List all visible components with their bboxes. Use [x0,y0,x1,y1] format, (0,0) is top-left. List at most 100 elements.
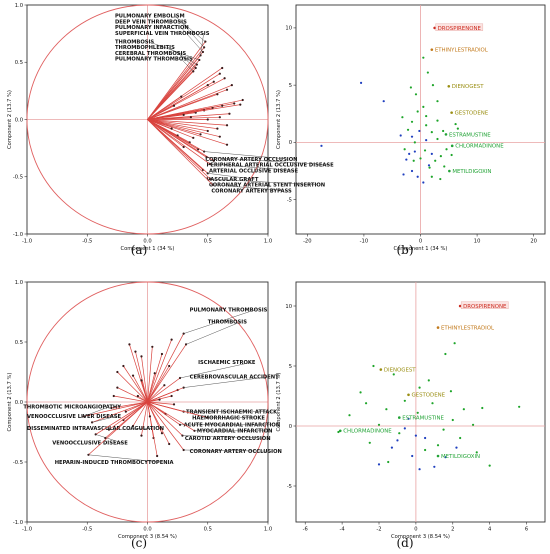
score-point-blue [414,434,417,437]
score-point-green [403,148,406,151]
x-tick-label: 2 [451,527,454,533]
loading-vector [147,93,218,120]
loading-vector-tip [128,343,131,346]
loading-vector-tip [131,374,135,377]
x-tick-label: 10 [474,239,481,245]
variable-label: ISCHAEMIC STROKE [198,360,256,366]
y-tick-label: 1.0 [15,280,23,286]
loading-vector [132,375,148,403]
loading-vector-tip [116,386,119,389]
score-point-green [385,408,388,411]
score-point-green [451,418,454,422]
score-point-green [462,408,465,411]
x-tick-label: 0.0 [143,527,151,533]
variable-label: VENOOCCLUSIVE DISEASE [52,441,128,447]
score-point-green [471,423,475,426]
drug-point [407,393,410,397]
loading-vector [88,401,148,456]
label-leader-line [83,406,109,417]
drug-label: CHLORMADINONE [343,429,392,435]
drug-label: GESTODENE [455,111,489,117]
loading-vector-tip [216,93,219,96]
loading-vector-tip [203,150,206,153]
score-point-green [403,399,406,402]
score-point-green [436,444,440,447]
drug-label: DROSPIRENONE [438,26,482,32]
label-leader-line [95,434,122,444]
variable-label: PULMONARY THROMBOSIS [190,307,268,313]
loading-vector [147,119,205,152]
label-leader-line [167,47,198,65]
score-point-green [413,141,416,144]
score-point-green [436,137,439,141]
y-tick-label: 5 [289,83,292,89]
score-point-green [412,159,415,162]
score-point-blue [424,436,427,440]
loading-vector-tip [221,104,224,107]
loading-vector-tip [212,80,215,83]
loading-vector [147,41,206,120]
y-axis-title: Component 2 (13.7 %) [276,90,282,149]
score-point-green [439,155,442,158]
loading-vector-tip [209,177,212,181]
score-point-green [364,402,368,405]
label-leader-line [206,157,328,165]
drug-point [444,133,448,136]
score-point-green [372,364,375,368]
drug-label: GESTODENE [412,393,446,399]
score-point-blue [382,100,385,103]
score-point-green [401,116,404,119]
variable-label: MYOCARDIAL INFARCTION [197,429,273,435]
loading-vector-tip [168,364,171,368]
drug-label: DIENOGEST [452,84,484,90]
loading-vector-tip [160,432,164,435]
score-point-green [442,428,445,431]
score-point-green [368,441,371,444]
variable-label: DISSEMINATED INTRAVASCULAR COAGULATION [27,426,164,432]
loading-vector [141,401,148,436]
loading-vector-tip [228,112,231,115]
loading-vector [147,119,211,165]
x-tick-label: 1.0 [264,239,272,245]
x-axis-title: Component 1 (34 %) [394,246,448,252]
score-point-blue [407,417,410,420]
score-point-green [454,122,457,126]
x-axis-title: Component 3 (8.54 %) [118,534,177,540]
loading-vector [147,401,195,432]
score-point-green [431,402,434,405]
loading-vector [147,104,241,120]
score-point-green [409,86,412,89]
panel-b: -20 -10 0 10 20 -5 0 5 10 Component 1 (34 %) Compo… [276,4,546,257]
label-leader-line [185,321,242,345]
score-point-green [450,153,453,157]
score-point-green [427,379,430,382]
score-point-blue [411,454,414,458]
score-point-green [387,460,390,464]
variable-label: CEREBRAL THROMBOSIS [115,51,186,57]
score-point-green [406,128,410,131]
drug-point [397,416,401,419]
score-point-green [436,100,439,103]
label-leader-line [183,449,272,452]
score-point-green [348,414,351,417]
score-point-blue [405,158,408,161]
loading-vector [147,387,184,403]
y-tick-label: 0 [289,424,292,430]
variable-label: THROMBOPHLEBITIS [115,45,175,51]
loading-vector [147,119,213,186]
loading-vector [147,116,191,120]
loading-vector [147,339,172,403]
score-point-green [377,423,381,426]
loading-vector [147,401,151,417]
loading-vector-tip [199,54,202,57]
loading-vector [117,371,148,403]
x-tick-label: -0.5 [82,239,92,245]
label-leader-line [212,184,284,191]
score-point-green [428,166,431,169]
loading-vector-tip [112,394,115,398]
variable-label: VASCULAR GRAFT [207,177,259,183]
score-point-blue [413,150,416,153]
loading-vector-tip [192,136,195,139]
x-tick-label: 20 [530,239,537,245]
